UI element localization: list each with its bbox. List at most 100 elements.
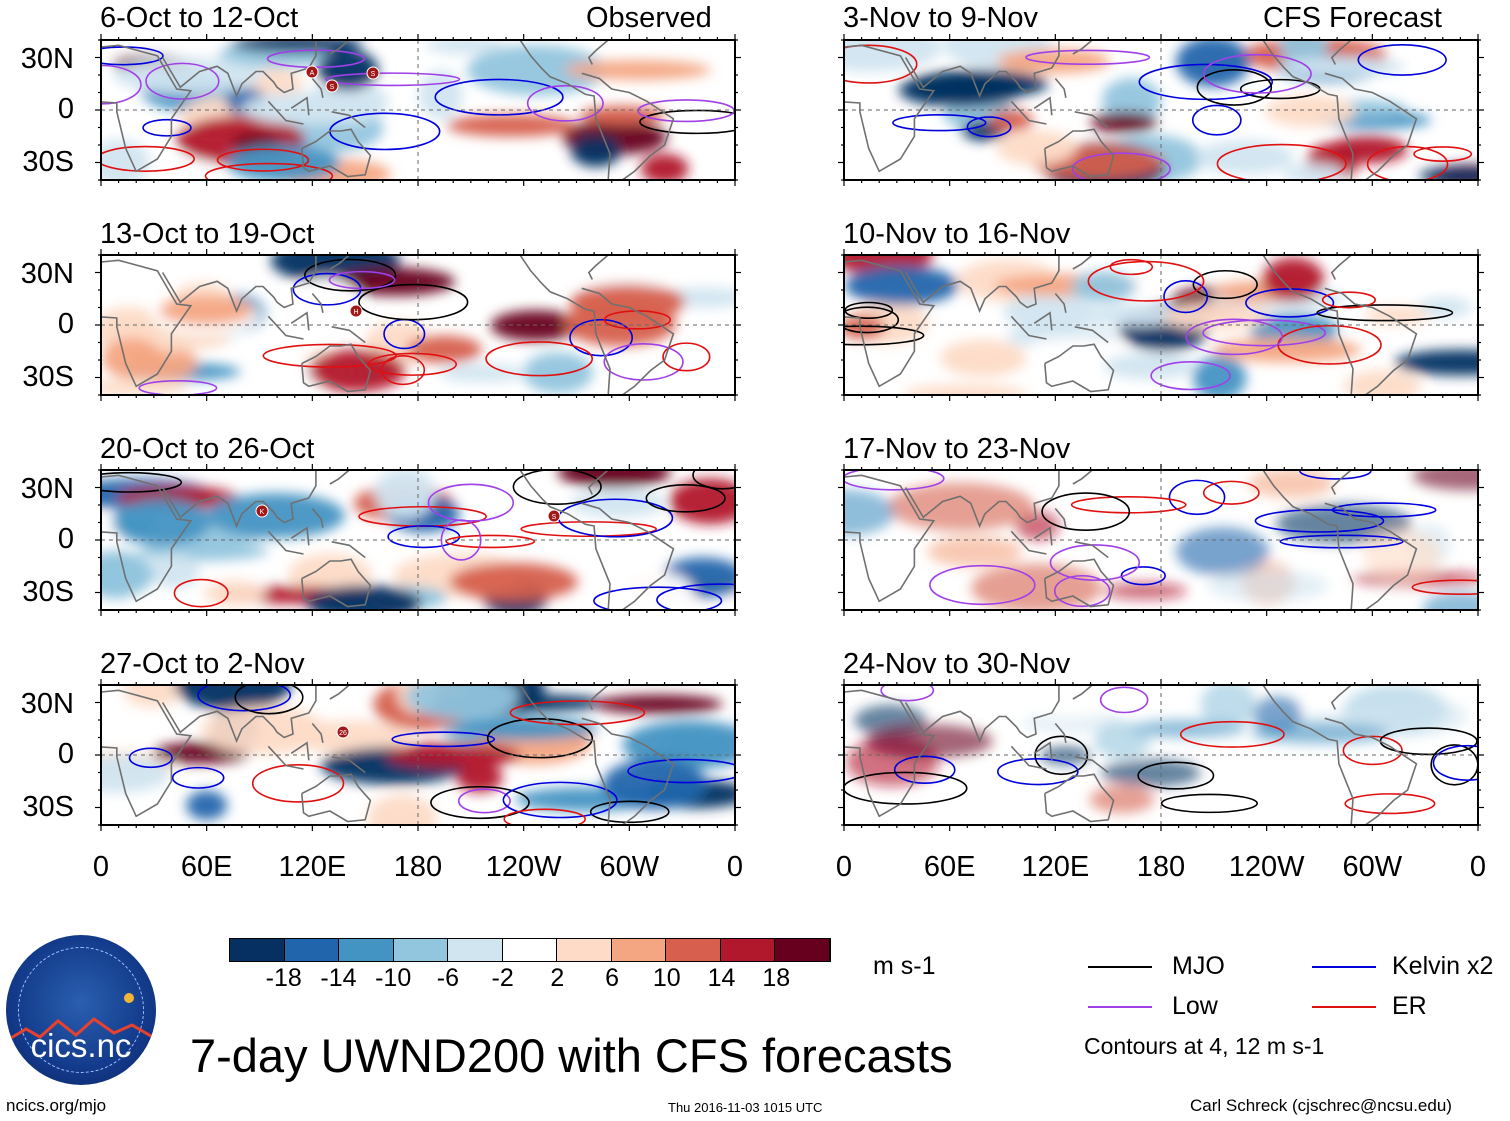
footer-url[interactable]: ncics.org/mjo [6, 1096, 107, 1115]
contour-line [1366, 145, 1449, 180]
colorbar-tick-label: -6 [436, 964, 460, 992]
contour-line [434, 78, 564, 116]
contour-line [204, 162, 334, 180]
contour-line [502, 781, 618, 819]
contour-line [844, 44, 918, 84]
contour-line [656, 583, 735, 610]
anomaly-shading [124, 685, 181, 708]
contour-line [101, 145, 195, 172]
contour-line [304, 258, 397, 292]
coastline [101, 255, 675, 395]
observed-label: Observed [586, 2, 712, 34]
map-panel-right-2 [838, 249, 1484, 401]
anomaly-shading [231, 40, 363, 53]
storm-letter: S [371, 71, 376, 78]
colorbar-tick-label: -10 [375, 964, 412, 992]
contour-line [171, 766, 225, 789]
anomaly-shading [623, 571, 695, 610]
panel-title-left-2: 13-Oct to 19-Oct [100, 218, 315, 250]
anomaly-shading [570, 135, 622, 168]
contour-line [1413, 146, 1473, 162]
coastline [844, 685, 1418, 825]
contour-line [662, 342, 711, 372]
anomaly-shading [1192, 355, 1247, 395]
anomaly-shading [174, 685, 292, 711]
contour-line [645, 483, 726, 513]
anomaly-shading [374, 470, 436, 519]
anomaly-shading [1207, 570, 1329, 602]
anomaly-shading [1417, 297, 1472, 318]
legend-line-low [1088, 1006, 1152, 1008]
tropical-cyclone-icon: 26 [336, 725, 350, 739]
contour-line [1202, 480, 1260, 505]
contour-line [509, 700, 646, 726]
anomaly-shading [970, 563, 1103, 610]
x-tick-label: 120W [485, 851, 562, 883]
y-tick-label: 30N [20, 258, 74, 290]
contour-line [966, 116, 1012, 138]
y-tick-label: 30S [22, 146, 74, 178]
anomaly-shading [1419, 166, 1478, 180]
tropical-cyclone-icon: K [255, 504, 269, 518]
anomaly-shading [1034, 701, 1102, 721]
panel-title-right-2: 10-Nov to 16-Nov [843, 218, 1071, 250]
panel-title-right-4: 24-Nov to 30-Nov [843, 648, 1071, 680]
anomaly-shading [1071, 271, 1136, 302]
contour-line [844, 325, 925, 346]
anomaly-shading [865, 724, 993, 759]
anomaly-shading [1327, 135, 1408, 164]
coastline [844, 470, 1418, 610]
storm-letter: S [552, 514, 557, 521]
anomaly-shading [579, 271, 683, 288]
anomaly-shading [1015, 510, 1060, 541]
panel-title-left-4: 27-Oct to 2-Nov [100, 648, 305, 680]
contour-line [358, 283, 469, 321]
x-tick-label: 120E [278, 851, 347, 883]
contour-line [128, 747, 173, 769]
anomaly-shading [201, 706, 327, 755]
contour-line [1342, 735, 1403, 766]
contour-line [1216, 143, 1347, 180]
contour-line [1279, 534, 1404, 549]
panel-title-right-3: 17-Nov to 23-Nov [843, 433, 1071, 465]
contour-line [145, 62, 220, 100]
storm-letter: H [353, 309, 358, 316]
contour-line [1087, 260, 1205, 302]
contour-line [1071, 152, 1171, 180]
anomaly-shading [490, 310, 581, 341]
contour-line [391, 731, 496, 748]
anomaly-shading [537, 267, 591, 289]
anomaly-shading [1264, 95, 1357, 128]
contour-line [893, 755, 956, 785]
colorbar-swatch [666, 939, 721, 961]
contour-line [1099, 686, 1149, 714]
contour-line [1254, 508, 1385, 533]
y-tick-label: 30N [20, 688, 74, 720]
footer-author: Carl Schreck (cjschrec@ncsu.edu) [1190, 1096, 1452, 1115]
contour-line [1025, 49, 1151, 65]
contour-line [569, 318, 633, 357]
colorbar-swatch [284, 939, 340, 961]
anomaly-shading [940, 339, 1027, 377]
colorbar-swatch [230, 939, 285, 961]
colorbar-swatch [775, 939, 831, 961]
contour-line [1202, 53, 1312, 94]
colorbar [229, 938, 831, 962]
coastline [844, 40, 1418, 180]
anomaly-shading [1212, 337, 1362, 363]
contour-line [427, 483, 515, 522]
anomaly-shading [1394, 349, 1478, 376]
anomaly-shading [927, 535, 1023, 568]
anomaly-shading [466, 45, 607, 96]
y-tick-label: 30N [20, 43, 74, 75]
anomaly-shading [1248, 470, 1335, 499]
map-panel-left-3: KS [95, 464, 741, 616]
contour-line [892, 114, 987, 132]
colorbar-swatch [611, 939, 667, 961]
anomaly-shading [522, 352, 594, 394]
anomaly-shading [622, 720, 735, 770]
panel-title-right-1: 3-Nov to 9-Nov [843, 2, 1039, 34]
contour-line [251, 763, 345, 803]
contour-line [1196, 69, 1273, 106]
y-tick-label: 0 [57, 523, 74, 555]
